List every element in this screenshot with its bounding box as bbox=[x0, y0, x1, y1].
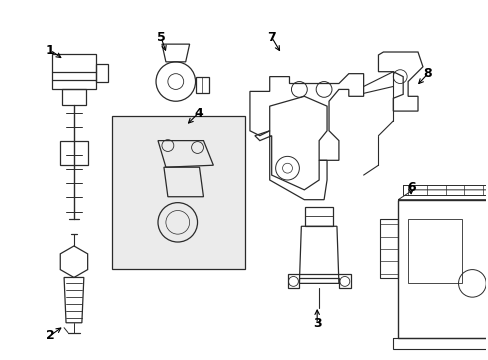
Text: 3: 3 bbox=[312, 317, 321, 330]
Bar bbox=[111, 116, 244, 269]
Bar bbox=[402, 185, 488, 195]
Bar bbox=[407, 219, 462, 283]
Text: 4: 4 bbox=[194, 107, 203, 120]
Text: 2: 2 bbox=[46, 329, 55, 342]
Text: 1: 1 bbox=[46, 44, 55, 57]
Text: 8: 8 bbox=[423, 67, 431, 80]
Text: 6: 6 bbox=[406, 181, 414, 194]
Bar bbox=[397, 200, 488, 338]
Text: 5: 5 bbox=[156, 31, 165, 44]
Text: 7: 7 bbox=[267, 31, 276, 44]
